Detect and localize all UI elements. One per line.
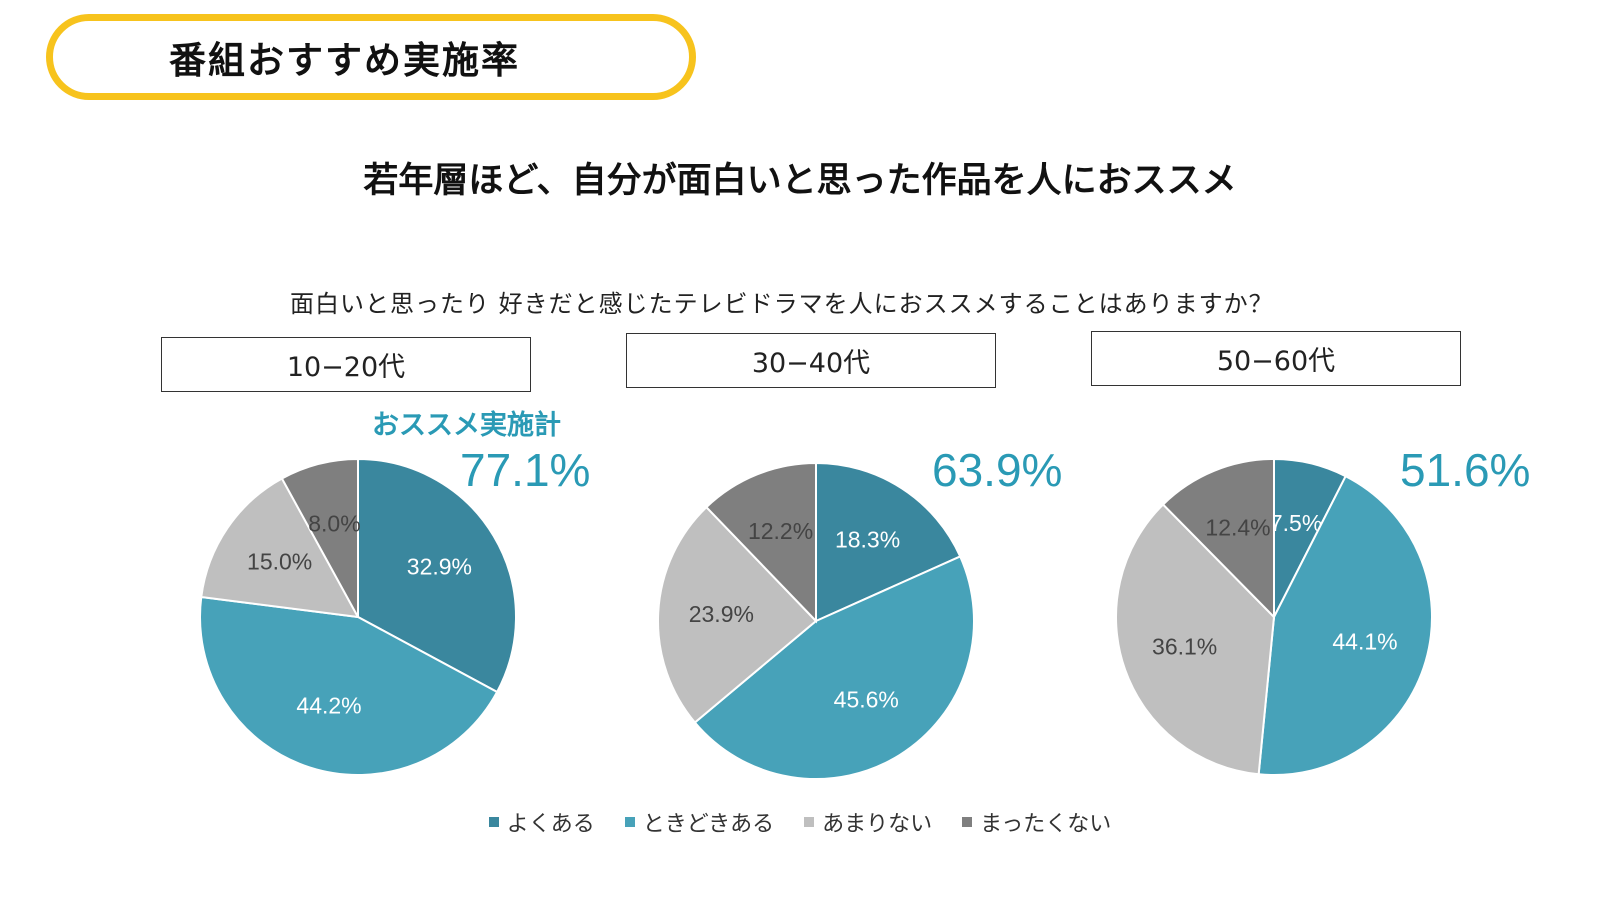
pie-2-slice-3: [657, 505, 818, 724]
pie-2-label-3: 23.9%: [689, 601, 754, 627]
pie-2-slice-4: [704, 461, 817, 624]
age-group-label-3: 50−60代: [1216, 346, 1336, 377]
age-group-box-3: 50−60代: [1091, 331, 1461, 386]
pie-3-slice-4: [1161, 457, 1275, 620]
legend-item-rarely: あまりない: [804, 806, 932, 838]
age-group-label-2: 30−40代: [751, 348, 871, 379]
pie-3-label-2: 44.1%: [1332, 629, 1397, 655]
age-group-label-1: 10−20代: [286, 352, 406, 383]
pie-1-slice-3: [200, 477, 360, 619]
legend-item-sometimes: ときどきある: [624, 806, 775, 838]
pie-1-slice-2: [199, 595, 499, 776]
legend-label-never: まったくない: [980, 812, 1112, 837]
pie-2-label-2: 45.6%: [834, 686, 899, 712]
legend-label-often: よくある: [506, 812, 595, 837]
recommend-total-2: 63.9%: [932, 444, 1063, 496]
pie-2-label-1: 18.3%: [835, 527, 900, 553]
legend-swatch-often: [488, 817, 499, 827]
pie-1-label-3: 15.0%: [247, 549, 312, 575]
legend-label-rarely: あまりない: [822, 812, 933, 837]
age-group-box-1: 10−20代: [161, 337, 531, 392]
legend-swatch-sometimes: [624, 817, 635, 827]
legend-item-often: よくある: [488, 806, 595, 838]
age-group-box-2: 30−40代: [626, 333, 996, 388]
pie-1-label-4: 8.0%: [308, 510, 360, 536]
pie-3-slice-2: [1257, 474, 1433, 776]
pie-1-slice-4: [280, 457, 359, 618]
pie-2-slice-1: [815, 461, 962, 623]
pie-3-label-1: 7.5%: [1270, 510, 1322, 536]
legend-swatch-never: [962, 817, 973, 827]
pie-1-label-1: 32.9%: [407, 553, 472, 579]
legend-label-sometimes: ときどきある: [642, 812, 775, 837]
legend-item-never: まったくない: [962, 806, 1111, 838]
pie-3-slice-3: [1115, 503, 1276, 776]
legend: よくある ときどきある あまりない まったくない: [0, 806, 1600, 838]
pie-1-slice-1: [357, 457, 517, 694]
recommend-total-1: 77.1%: [460, 444, 591, 496]
pie-3-label-3: 36.1%: [1152, 634, 1217, 660]
pie-1-label-2: 44.2%: [296, 692, 361, 718]
pie-2-slice-2: [693, 555, 975, 780]
pie-2-label-4: 12.2%: [748, 518, 813, 544]
badge-title: 番組おすすめ実施率: [169, 39, 520, 82]
pie-3-label-4: 12.4%: [1205, 514, 1270, 540]
headline: 若年層ほど、自分が面白いと思った作品を人におススメ: [363, 161, 1237, 201]
recommend-total-3: 51.6%: [1400, 444, 1531, 496]
legend-swatch-rarely: [804, 817, 815, 827]
recommend-total-label: おススメ実施計: [372, 410, 561, 441]
survey-question: 面白いと思ったり 好きだと感じたテレビドラマを人におススメすることはありますか？: [290, 290, 1274, 318]
title-badge: 番組おすすめ実施率: [46, 14, 696, 100]
